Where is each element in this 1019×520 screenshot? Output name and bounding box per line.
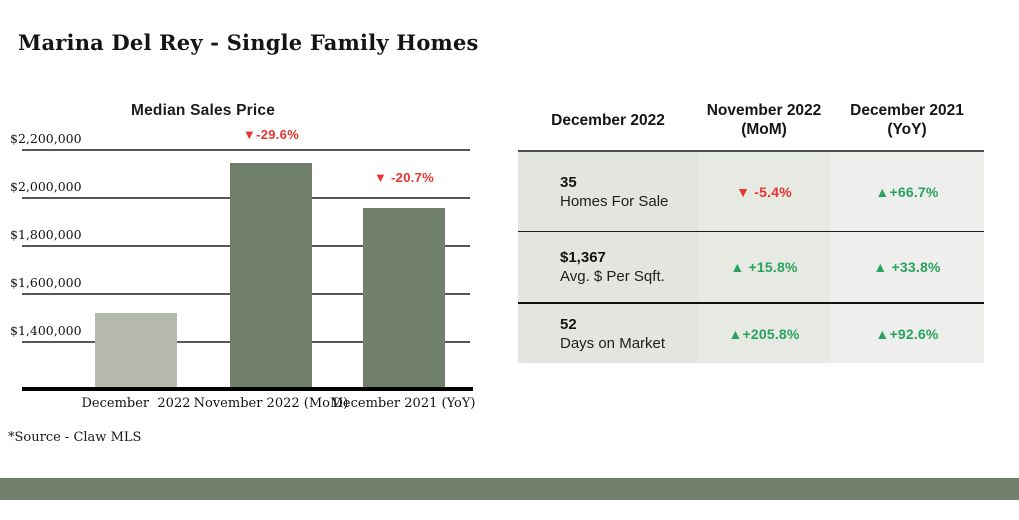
metric-value: $1,367 [560, 249, 606, 266]
table-column-header: December 2021 (YoY) [850, 102, 964, 138]
trend-down-indicator: ▼ -5.4% [736, 183, 792, 200]
y-axis-tick-label: $2,000,000 [10, 179, 82, 194]
metric-value: 52 [560, 315, 577, 333]
x-axis-category-label: November 2022 (MoM) [193, 396, 349, 411]
metric-cell: $1,367 Avg. $ Per Sqft. [518, 232, 698, 302]
table-row: 35 Homes For Sale ▼ -5.4% ▲+66.7% [518, 152, 984, 232]
chart-bar [363, 207, 445, 390]
source-note: *Source - Claw MLS [8, 430, 142, 445]
table-column-header: December 2022 [551, 111, 665, 129]
metric-cell: 35 Homes For Sale [518, 152, 698, 231]
table-row: 52 Days on Market ▲+205.8% ▲+92.6% [518, 304, 984, 363]
trend-up-indicator: ▲ +33.8% [873, 259, 941, 275]
y-axis-tick-label: $1,800,000 [10, 227, 82, 242]
mom-change-cell: ▲+205.8% [698, 304, 830, 363]
y-gridline [22, 149, 470, 151]
bar-change-annotation: ▼-29.6% [242, 127, 300, 142]
trend-up-indicator: ▲ +15.8% [730, 259, 798, 275]
yoy-change-cell: ▲ +33.8% [830, 232, 984, 302]
metric-value: 35 [560, 173, 577, 191]
mom-change-cell: ▲ +15.8% [698, 232, 830, 302]
footer-accent-bar [0, 478, 1019, 500]
y-axis-tick-label: $1,600,000 [10, 275, 82, 290]
table-body: 35 Homes For Sale ▼ -5.4% ▲+66.7% $1,367 Avg.… [518, 150, 984, 363]
y-axis-tick-label: $1,400,000 [10, 323, 82, 338]
trend-up-indicator: ▲+92.6% [875, 325, 939, 342]
metric-label: Homes For Sale [560, 192, 669, 210]
trend-up-indicator: ▲+205.8% [728, 325, 800, 342]
yoy-change-cell: ▲+92.6% [830, 304, 984, 363]
mom-change-cell: ▼ -5.4% [698, 152, 830, 231]
bar-change-annotation: ▼ -20.7% [373, 170, 435, 185]
yoy-change-cell: ▲+66.7% [830, 152, 984, 231]
chart-bar [95, 313, 177, 390]
y-axis-tick-label: $2,200,000 [10, 131, 82, 146]
median-sales-price-chart: Median Sales Price $2,200,000 $2,000,000 $… [0, 0, 500, 460]
table-row: $1,367 Avg. $ Per Sqft. ▲ +15.8% ▲ +33.8% [518, 232, 984, 304]
page-title: Marina Del Rey - Single Family Homes [18, 30, 479, 55]
metric-label: Avg. $ Per Sqft. [560, 268, 665, 285]
trend-up-indicator: ▲+66.7% [875, 183, 939, 200]
table-column-header: November 2022 (MoM) [706, 102, 822, 138]
chart-bar [230, 163, 312, 390]
stats-table: December 2022 November 2022 (MoM) December… [518, 90, 984, 363]
chart-title: Median Sales Price [130, 102, 276, 119]
x-axis-category-label: December 2022 [81, 396, 191, 411]
table-header-row: December 2022 November 2022 (MoM) December… [518, 90, 984, 150]
metric-cell: 52 Days on Market [518, 304, 698, 363]
x-axis-category-label: December 2021 (YoY) [332, 396, 476, 411]
metric-label: Days on Market [560, 334, 666, 352]
x-axis-baseline [22, 387, 473, 391]
